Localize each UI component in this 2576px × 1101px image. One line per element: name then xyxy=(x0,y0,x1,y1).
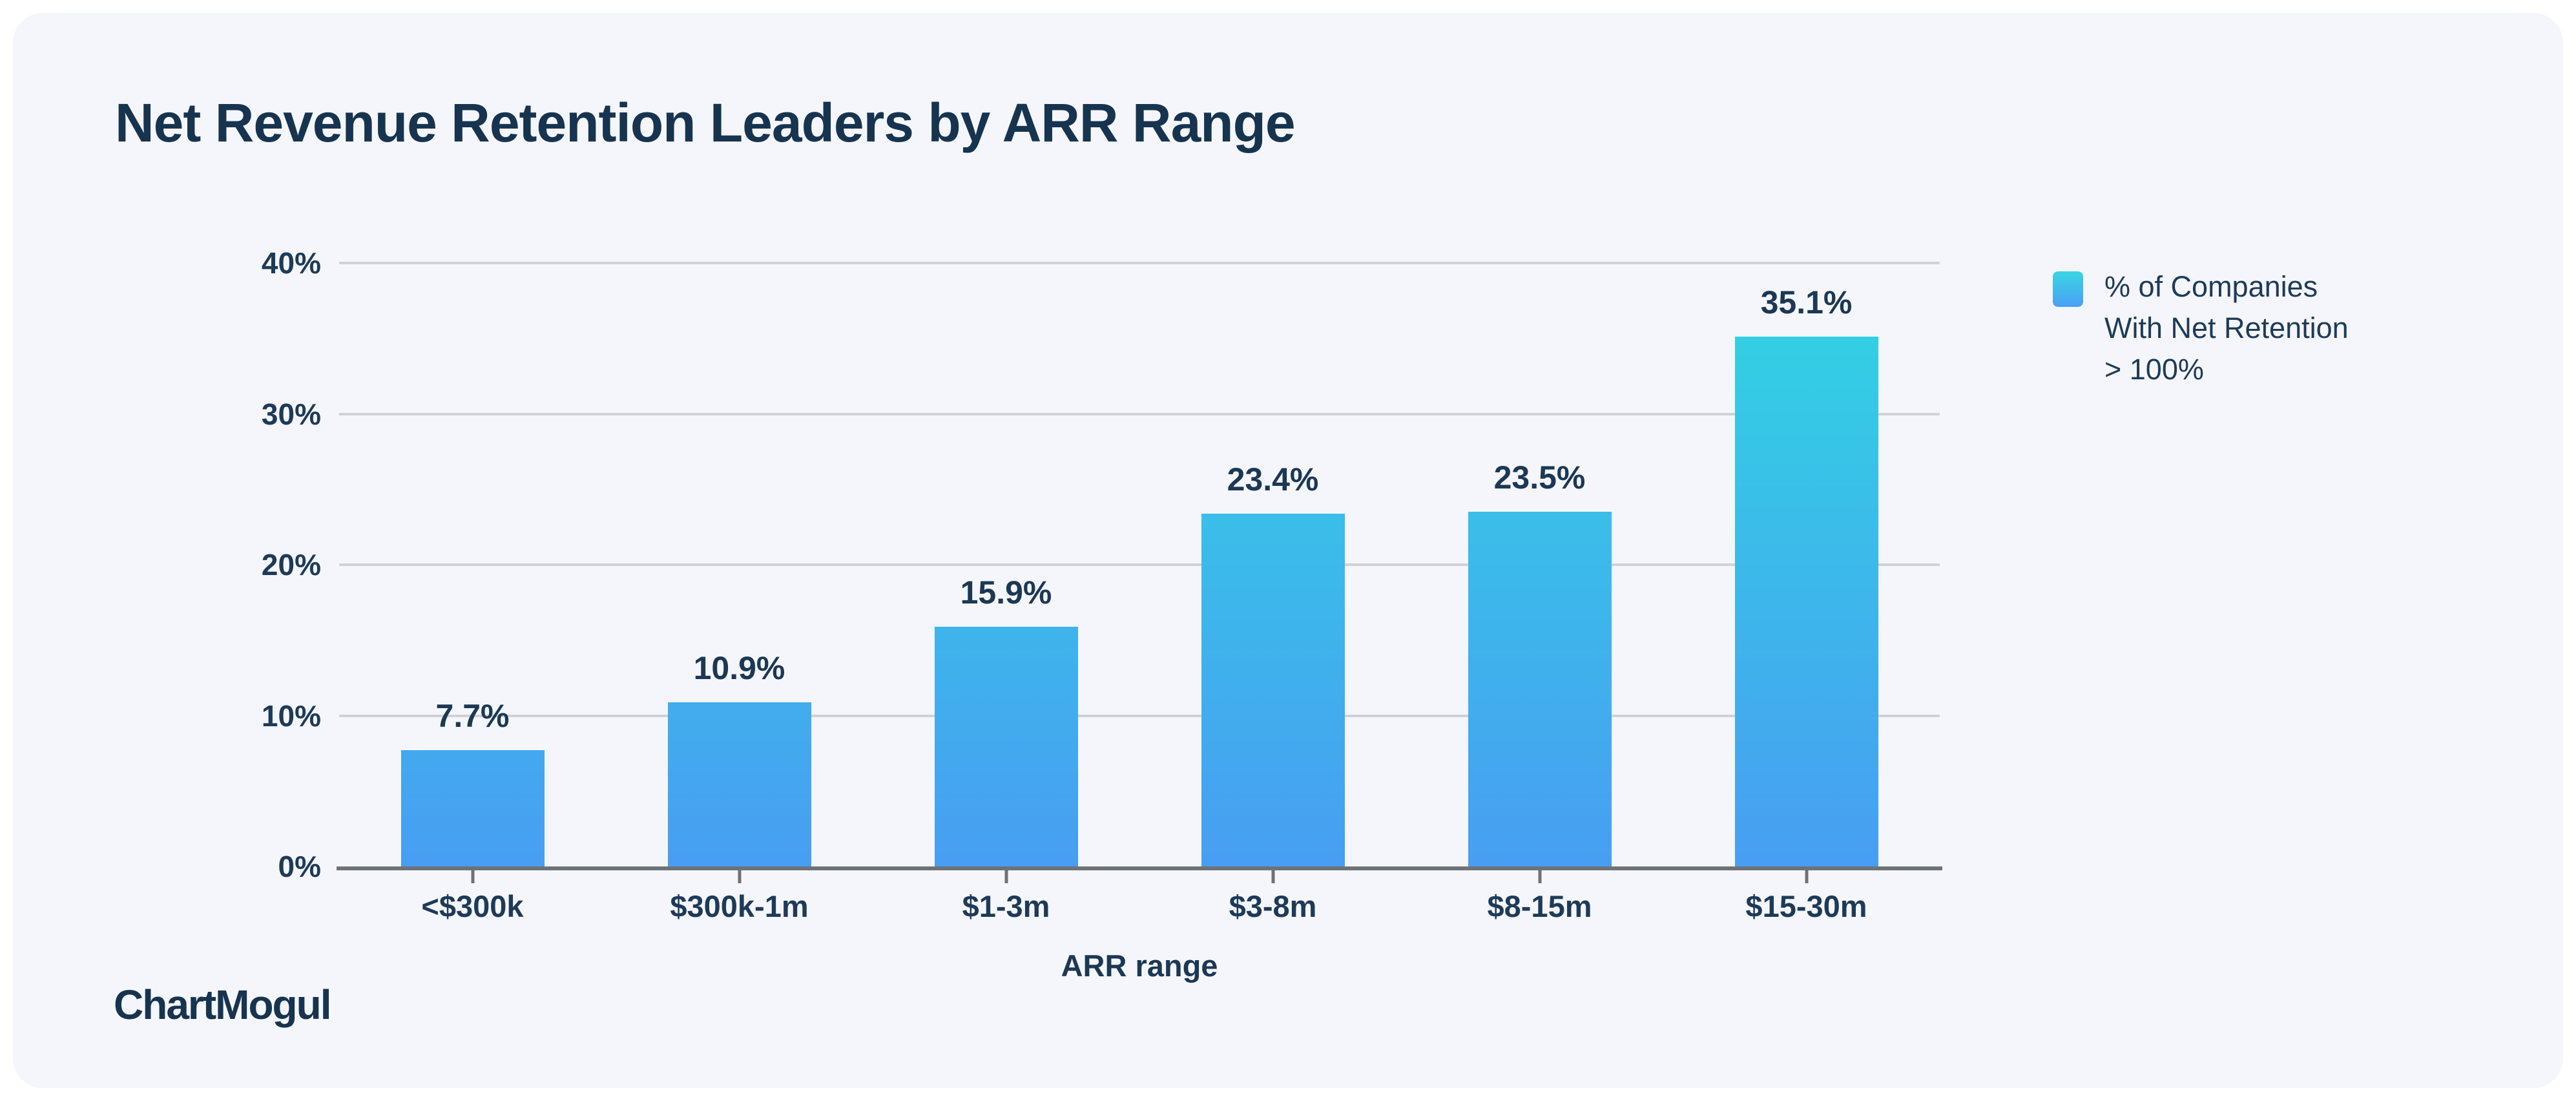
chartmogul-logo: ChartMogul xyxy=(114,981,331,1028)
bar-value-label: 35.1% xyxy=(1760,284,1853,321)
y-tick-label-40: 40% xyxy=(261,246,321,280)
bar-slot: 10.9% $300k-1m xyxy=(606,263,873,923)
y-tick-label-30: 30% xyxy=(261,397,321,431)
bar-value-label: 23.4% xyxy=(1227,461,1319,498)
bar-value-label: 7.7% xyxy=(435,698,510,735)
legend: % of Companies With Net Retention > 100% xyxy=(2053,266,2349,390)
y-tick-label-10: 10% xyxy=(261,698,321,733)
y-tick-label-0: 0% xyxy=(278,850,321,883)
bar xyxy=(1201,513,1345,866)
bar-slot: 7.7% <$300k xyxy=(339,263,606,923)
bar xyxy=(934,626,1078,866)
chart-title: Net Revenue Retention Leaders by ARR Ran… xyxy=(115,92,1296,153)
x-axis-title: ARR range xyxy=(1061,949,1218,983)
x-axis-tick xyxy=(1805,870,1808,883)
gridline-10 xyxy=(339,714,1940,717)
x-axis-tick xyxy=(738,870,741,883)
x-category-label: $300k-1m xyxy=(670,889,809,923)
y-tick-label-20: 20% xyxy=(261,548,321,582)
x-axis-line xyxy=(337,866,1942,870)
x-axis-tick xyxy=(1004,870,1008,883)
bar-value-label: 10.9% xyxy=(693,649,785,686)
gridline-30 xyxy=(339,412,1940,415)
bar-slot: 15.9% $1-3m xyxy=(873,263,1139,923)
x-category-label: $3-8m xyxy=(1229,889,1317,923)
legend-label-line-3: > 100% xyxy=(2104,352,2204,386)
legend-swatch-icon xyxy=(2053,271,2083,307)
bar xyxy=(1468,512,1612,866)
gridline-40 xyxy=(339,262,1940,264)
x-axis-tick xyxy=(471,870,474,883)
x-category-label: $8-15m xyxy=(1487,889,1592,923)
bar-value-label: 15.9% xyxy=(960,574,1052,611)
plot-area: ARR range 0% 10% 20% 30% 40% 7.7% <$300k 10.9% $… xyxy=(262,246,1942,983)
x-axis-tick xyxy=(1538,870,1541,883)
bar-value-label: 23.5% xyxy=(1493,459,1586,496)
gridline-20 xyxy=(339,563,1940,566)
x-category-label: $15-30m xyxy=(1745,889,1867,923)
bar-series: 7.7% <$300k 10.9% $300k-1m 15.9% $1-3m 23.4% $3… xyxy=(339,263,1940,923)
bar xyxy=(1734,337,1878,866)
bar-slot: 35.1% $15-30m xyxy=(1673,263,1940,923)
bar-slot: 23.4% $3-8m xyxy=(1139,263,1406,923)
bar-slot: 23.5% $8-15m xyxy=(1406,263,1673,923)
bar xyxy=(400,750,545,866)
legend-label: % of Companies With Net Retention > 100% xyxy=(2104,266,2349,390)
legend-label-line-2: With Net Retention xyxy=(2104,311,2349,344)
chart-card: Net Revenue Retention Leaders by ARR Ran… xyxy=(13,13,2563,1088)
legend-label-line-1: % of Companies xyxy=(2104,270,2318,303)
x-axis-tick xyxy=(1271,870,1274,883)
x-category-label: $1-3m xyxy=(962,889,1050,923)
x-category-label: <$300k xyxy=(421,889,524,923)
bar xyxy=(667,702,811,866)
